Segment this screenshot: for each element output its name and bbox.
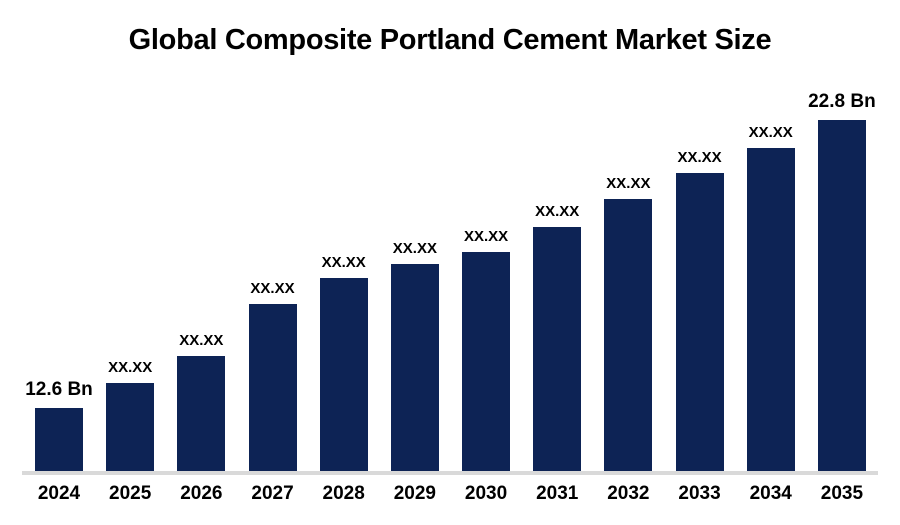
bar bbox=[106, 383, 155, 472]
bar-value-label: XX.XX bbox=[108, 359, 153, 376]
bar bbox=[604, 199, 653, 472]
bar-column: XX.XX bbox=[462, 228, 511, 472]
bar-column: XX.XX bbox=[746, 124, 795, 472]
bar bbox=[746, 148, 795, 472]
x-axis-label: 2028 bbox=[322, 483, 365, 504]
bar bbox=[533, 227, 582, 472]
x-axis-label: 2034 bbox=[749, 483, 792, 504]
bar-column: XX.XX bbox=[177, 332, 226, 472]
bar-column: XX.XX bbox=[604, 175, 653, 472]
bar-column: XX.XX bbox=[390, 240, 439, 472]
x-axis-label: 2032 bbox=[607, 483, 650, 504]
bar bbox=[390, 264, 439, 472]
x-axis-row: 2024 2025 2026 2027 2028 2029 2030 2031 2032 2033… bbox=[35, 483, 866, 505]
bars-row: 12.6 Bn XX.XX XX.XX XX.XX XX.XX XX.XX XX.XX XX.… bbox=[25, 92, 876, 472]
x-axis-label: 2029 bbox=[393, 483, 436, 504]
bar-value-label: XX.XX bbox=[748, 124, 793, 141]
bar-value-label: 12.6 Bn bbox=[25, 379, 93, 400]
bar bbox=[675, 173, 724, 472]
bar-value-label: XX.XX bbox=[392, 240, 437, 257]
bar-value-label: XX.XX bbox=[250, 280, 295, 297]
x-axis-label: 2027 bbox=[251, 483, 294, 504]
bar bbox=[817, 120, 866, 472]
bar-column: XX.XX bbox=[319, 254, 368, 472]
x-axis-label: 2024 bbox=[37, 483, 81, 504]
x-axis-label: 2025 bbox=[109, 483, 152, 504]
bar bbox=[35, 408, 83, 472]
bar-column: 12.6 Bn bbox=[25, 380, 93, 472]
x-axis-label: 2031 bbox=[536, 483, 579, 504]
bar-value-label: XX.XX bbox=[321, 254, 366, 271]
chart-title: Global Composite Portland Cement Market … bbox=[128, 24, 772, 56]
bar bbox=[248, 304, 297, 472]
x-axis-label: 2030 bbox=[464, 483, 508, 504]
bar-value-label: XX.XX bbox=[535, 203, 580, 220]
bar-value-label: XX.XX bbox=[179, 332, 224, 349]
x-axis-label: 2035 bbox=[820, 483, 864, 504]
bar-column: 22.8 Bn bbox=[808, 92, 876, 472]
bar-column: XX.XX bbox=[675, 149, 724, 472]
bar-column: XX.XX bbox=[248, 280, 297, 472]
x-axis-line bbox=[22, 471, 878, 475]
bar bbox=[319, 278, 368, 472]
bar-column: XX.XX bbox=[533, 203, 582, 472]
x-axis-label: 2033 bbox=[678, 483, 721, 504]
bar bbox=[177, 356, 226, 472]
bar bbox=[462, 252, 511, 472]
bar-value-label: XX.XX bbox=[463, 228, 509, 245]
bar-value-label: XX.XX bbox=[606, 175, 651, 192]
bar-value-label: XX.XX bbox=[677, 149, 722, 166]
x-axis-label: 2026 bbox=[180, 483, 223, 504]
bar-value-label: 22.8 Bn bbox=[808, 91, 876, 112]
bar-column: XX.XX bbox=[106, 359, 155, 472]
